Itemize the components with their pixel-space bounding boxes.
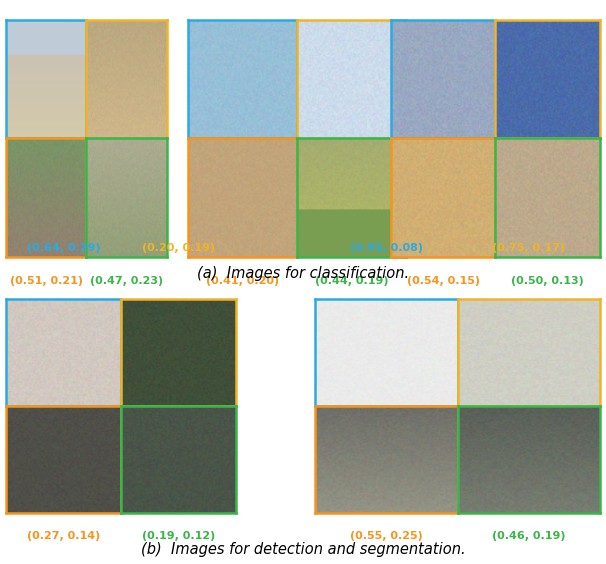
Text: (0.95, 0.08): (0.95, 0.08) [350, 243, 423, 253]
Text: (0.20, 0.19): (0.20, 0.19) [142, 243, 215, 253]
Text: (0.55, 0.25): (0.55, 0.25) [350, 531, 423, 541]
Text: (0.41, 0.20): (0.41, 0.20) [206, 276, 279, 285]
Text: (0.44, 0.19): (0.44, 0.19) [315, 276, 388, 285]
Text: (0.19, 0.12): (0.19, 0.12) [142, 531, 215, 541]
Text: (0.46, 0.19): (0.46, 0.19) [492, 531, 565, 541]
Text: (b)  Images for detection and segmentation.: (b) Images for detection and segmentatio… [141, 543, 465, 557]
Text: (0.64, 0.29): (0.64, 0.29) [27, 243, 101, 253]
Text: (0.50, 0.13): (0.50, 0.13) [511, 276, 584, 285]
Text: (0.51, 0.21): (0.51, 0.21) [10, 276, 82, 285]
Text: (a)  Images for classification.: (a) Images for classification. [197, 266, 409, 281]
Text: (0.54, 0.15): (0.54, 0.15) [407, 276, 479, 285]
Text: (0.27, 0.14): (0.27, 0.14) [27, 531, 100, 541]
Text: (0.47, 0.23): (0.47, 0.23) [90, 276, 163, 285]
Text: (0.75, 0.17): (0.75, 0.17) [492, 243, 565, 253]
